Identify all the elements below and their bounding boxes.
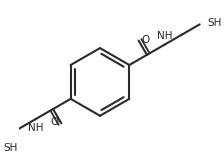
Text: NH: NH: [157, 31, 172, 41]
Text: NH: NH: [28, 123, 43, 133]
Text: SH: SH: [207, 18, 222, 28]
Text: O: O: [141, 35, 149, 45]
Text: SH: SH: [4, 143, 18, 153]
Text: O: O: [51, 117, 59, 127]
